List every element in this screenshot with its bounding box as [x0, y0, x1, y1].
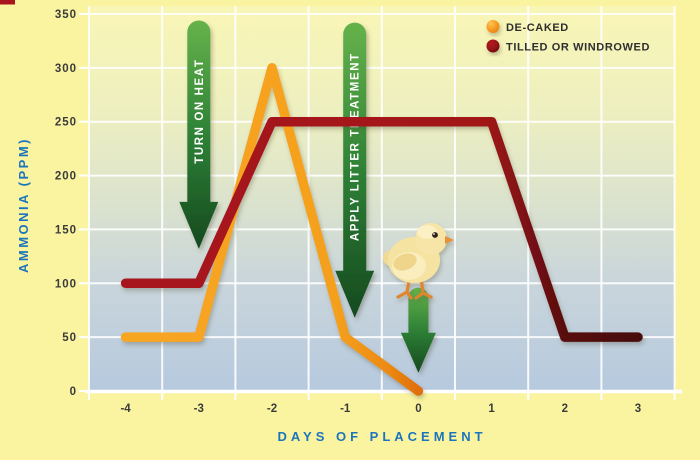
x-tick-label: -2 — [267, 403, 277, 415]
chick-eye — [432, 232, 438, 238]
chick-image — [383, 223, 454, 300]
data-series — [120, 63, 643, 396]
x-tick-label: 0 — [415, 403, 421, 415]
x-axis-title: DAYS OF PLACEMENT — [277, 429, 486, 444]
y-tick-label: 150 — [55, 224, 77, 236]
series-line-de-caked — [120, 63, 424, 396]
chick-wing — [393, 253, 417, 271]
x-tick-label: 1 — [488, 403, 495, 415]
green-down-arrow — [335, 22, 375, 318]
green-down-arrow — [179, 20, 219, 249]
axis-labels: 0 50 100 150 200 250 300 350 -4 -3 -2 -1 0 1 2 3 — [55, 9, 641, 415]
arrow-label: TURN ON HEAT — [194, 59, 206, 164]
y-tick-label: 50 — [62, 332, 77, 344]
x-tick-label: 3 — [635, 403, 641, 415]
y-tick-label: 0 — [70, 386, 77, 398]
legend-dot-tilled — [486, 39, 500, 53]
x-tick-label: -3 — [194, 403, 204, 415]
annotation-arrows: TURN ON HEAT APPLY LITTER TREATMENT — [179, 20, 436, 373]
x-tick-label: 2 — [562, 403, 568, 415]
chick-head-highlight — [417, 225, 437, 239]
y-axis-title: AMMONIA (PPM) — [16, 137, 31, 273]
y-tick-label: 350 — [55, 9, 77, 21]
legend-dot-de-caked — [486, 20, 500, 33]
chick-eye-highlight — [433, 233, 435, 235]
y-tick-label: 250 — [55, 117, 77, 129]
arrow-label: APPLY LITTER TREATMENT — [350, 52, 362, 241]
crop-artifact — [0, 0, 15, 5]
y-tick-label: 300 — [55, 63, 77, 75]
y-tick-label: 200 — [55, 171, 77, 183]
y-tick-label: 100 — [55, 278, 77, 290]
axis-ticks — [79, 13, 682, 400]
gridlines — [88, 6, 676, 391]
x-tick-label: -4 — [120, 403, 131, 415]
legend-label-tilled: TILLED OR WINDROWED — [506, 42, 650, 54]
legend: DE-CAKED TILLED OR WINDROWED — [486, 20, 650, 54]
series-line-tilled-or-windrowed — [120, 116, 643, 342]
chick-beak — [445, 236, 454, 244]
green-down-arrow — [400, 287, 436, 373]
x-tick-label: -1 — [340, 403, 351, 415]
legend-label-de-caked: DE-CAKED — [506, 22, 569, 34]
